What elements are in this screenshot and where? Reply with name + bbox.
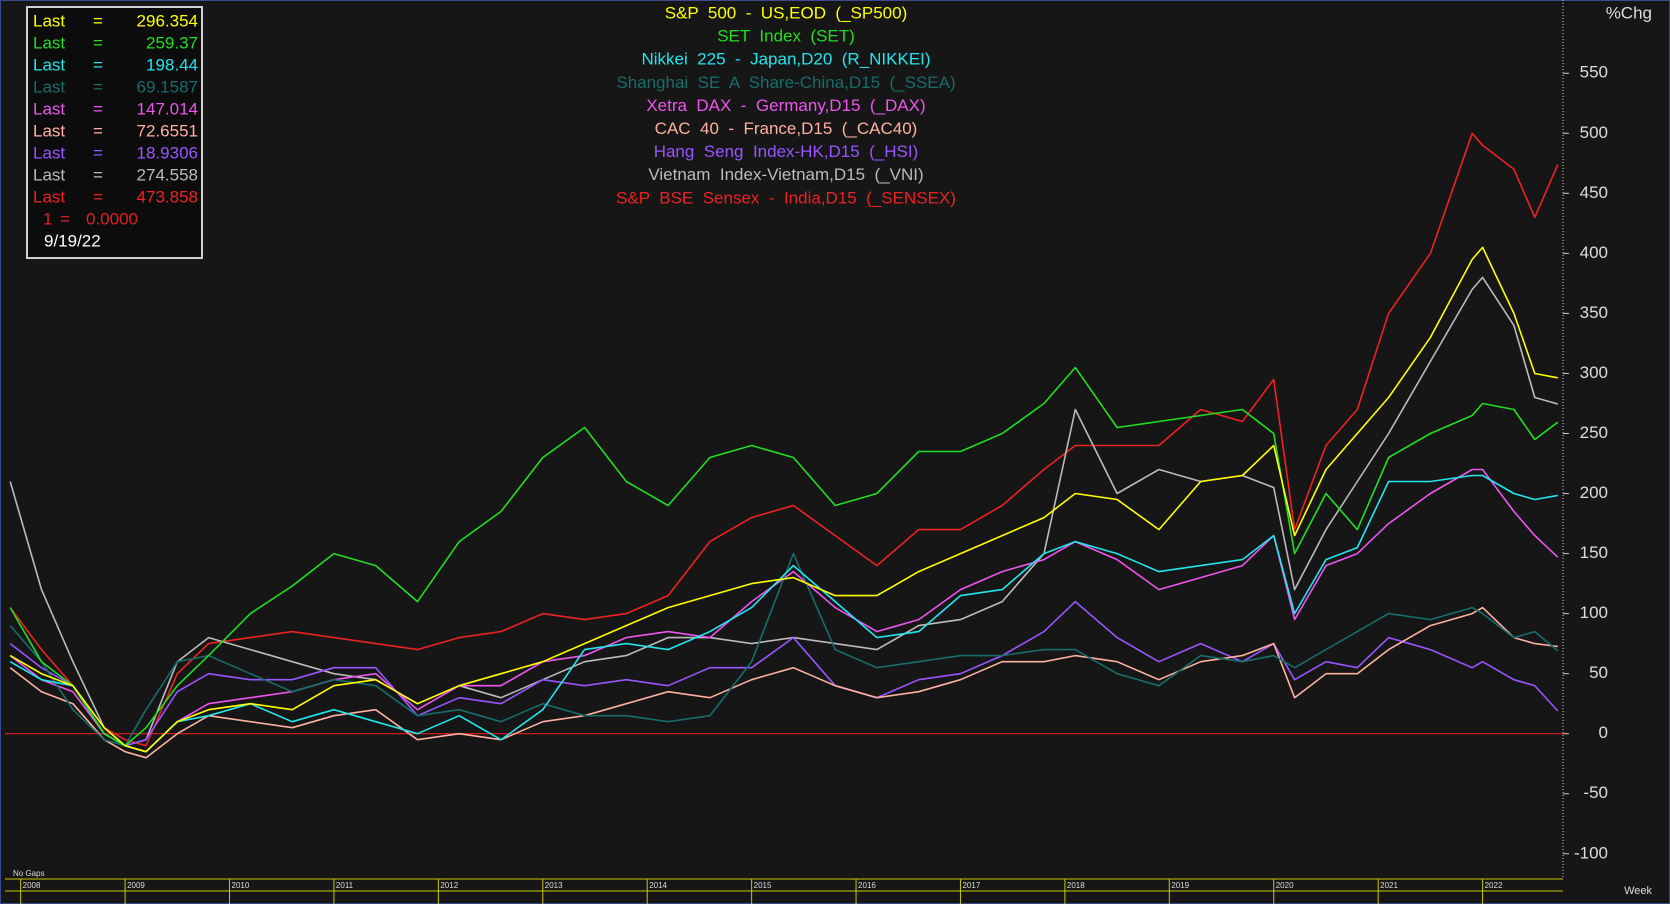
series-line — [9, 552, 1559, 747]
legend-prefix: Last — [33, 187, 65, 206]
reference-name: 1 — [43, 209, 52, 228]
x-tick-label: 2016 — [858, 881, 876, 890]
y-tick-label: 200 — [1580, 483, 1608, 502]
legend-prefix: Last — [33, 77, 65, 96]
legend-value: 473.858 — [137, 187, 198, 206]
legend-prefix: Last — [33, 143, 65, 162]
series-line — [9, 474, 1558, 753]
legend-value: 72.6551 — [137, 121, 198, 140]
series-title: Xetra DAX - Germany,D15 (_DAX) — [646, 96, 925, 115]
x-tick-label: 2017 — [962, 881, 980, 890]
y-tick-label: 350 — [1580, 303, 1608, 322]
legend-value: 274.558 — [137, 165, 198, 184]
legend-value: 69.1587 — [137, 77, 198, 96]
x-tick-label: 2009 — [127, 881, 145, 890]
series-title: S&P 500 - US,EOD (_SP500) — [665, 3, 908, 22]
series-title: S&P BSE Sensex - India,D15 (_SENSEX) — [616, 188, 956, 207]
series-line — [9, 600, 1559, 747]
series-title: SET Index (SET) — [717, 27, 855, 46]
x-tick-label: 2008 — [23, 881, 41, 890]
legend-value: 198.44 — [146, 55, 198, 74]
y-tick-label: -100 — [1574, 843, 1608, 862]
legend-box — [26, 6, 203, 259]
y-tick-label: 450 — [1580, 183, 1608, 202]
legend-separator: = — [93, 165, 103, 184]
series-line — [9, 246, 1558, 753]
legend-separator: = — [93, 143, 103, 162]
legend-separator: = — [93, 77, 103, 96]
legend-value: 18.9306 — [137, 143, 198, 162]
reference-separator: = — [60, 209, 70, 228]
x-tick-label: 2019 — [1171, 881, 1189, 890]
y-tick-label: 500 — [1580, 123, 1608, 142]
y-tick-label: 150 — [1580, 543, 1608, 562]
legend-value: 296.354 — [137, 11, 198, 30]
x-tick-label: 2020 — [1276, 881, 1294, 890]
legend-prefix: Last — [33, 165, 65, 184]
y-tick-label: -50 — [1583, 783, 1608, 802]
series-title: Vietnam Index-Vietnam,D15 (_VNI) — [648, 165, 923, 184]
gap-note: No Gaps — [13, 869, 45, 878]
x-tick-label: 2014 — [649, 881, 667, 890]
legend-separator: = — [93, 121, 103, 140]
legend-separator: = — [93, 99, 103, 118]
legend: Last = 296.354 Last = 259.37 Last = 198.44 Last = 6… — [33, 11, 198, 250]
legend-prefix: Last — [33, 99, 65, 118]
y-axis-label: %Chg — [1606, 3, 1652, 22]
series-title: Nikkei 225 - Japan,D20 (R_NIKKEI) — [641, 50, 930, 69]
x-tick-label: 2022 — [1485, 881, 1503, 890]
plot-area — [5, 132, 1563, 759]
y-tick-label: 0 — [1599, 723, 1608, 742]
y-tick-label: 300 — [1580, 363, 1608, 382]
series-titles: S&P 500 - US,EOD (_SP500) SET Index (SET)… — [616, 3, 956, 207]
x-tick-label: 2021 — [1380, 881, 1398, 890]
series-line — [9, 132, 1559, 747]
reference-value: 0.0000 — [86, 209, 138, 228]
legend-date: 9/19/22 — [44, 231, 101, 250]
x-tick-label: 2012 — [440, 881, 458, 890]
legend-value: 147.014 — [137, 99, 198, 118]
series-title: Shanghai SE A Share-China,D15 (_SSEA) — [616, 73, 955, 92]
series-line — [9, 276, 1559, 747]
series-title: CAC 40 - France,D15 (_CAC40) — [655, 119, 918, 138]
x-tick-label: 2013 — [545, 881, 563, 890]
series-line — [9, 606, 1558, 759]
legend-separator: = — [93, 11, 103, 30]
legend-separator: = — [93, 33, 103, 52]
x-axis-label: Week — [1624, 885, 1652, 897]
y-tick-label: 250 — [1580, 423, 1608, 442]
legend-prefix: Last — [33, 121, 65, 140]
x-tick-label: 2015 — [754, 881, 772, 890]
x-tick-label: 2010 — [232, 881, 250, 890]
series-line — [9, 468, 1559, 753]
legend-separator: = — [93, 187, 103, 206]
legend-prefix: Last — [33, 33, 65, 52]
legend-prefix: Last — [33, 55, 65, 74]
legend-value: 259.37 — [146, 33, 198, 52]
x-tick-label: 2018 — [1067, 881, 1085, 890]
series-title: Hang Seng Index-HK,D15 (_HSI) — [654, 142, 919, 161]
x-tick-label: 2011 — [336, 881, 354, 890]
y-tick-label: 50 — [1589, 663, 1608, 682]
legend-separator: = — [93, 55, 103, 74]
y-tick-label: 400 — [1580, 243, 1608, 262]
y-tick-label: 100 — [1580, 603, 1608, 622]
legend-prefix: Last — [33, 11, 65, 30]
series-line — [9, 366, 1559, 747]
y-tick-label: 550 — [1580, 63, 1608, 82]
